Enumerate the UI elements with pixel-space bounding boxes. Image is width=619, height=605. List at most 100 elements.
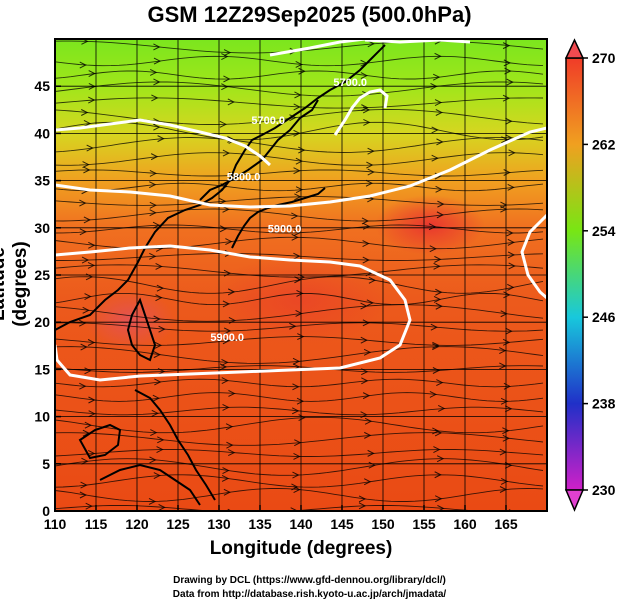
streamline-arrow [293,229,301,237]
streamline [55,292,544,306]
streamline-arrow [507,251,516,259]
streamline-arrow [151,409,159,417]
streamline-arrow [431,154,439,162]
colorbar-label: 270 [592,50,616,66]
streamline-arrow [368,276,377,284]
streamline-arrow [366,299,374,307]
y-tick-label: 15 [34,361,50,377]
streamline-arrow [436,211,445,219]
y-tick-label: 30 [34,220,50,236]
colorbar-label: 246 [592,309,616,325]
streamline [55,70,544,80]
streamline-arrow [158,325,166,333]
streamline-arrow [221,83,229,91]
streamline-arrow [88,396,96,404]
x-tick-label: 165 [494,516,518,532]
streamline-arrow [432,343,440,351]
streamline-arrow [153,78,161,86]
streamline-arrow [293,103,301,111]
streamline-arrow [360,336,368,344]
streamline-arrow [368,461,376,469]
streamline [55,196,544,206]
streamline-arrow [435,288,443,296]
streamline-arrow [221,475,230,482]
streamline-arrow [149,68,158,76]
chart-title: GSM 12Z29Sep2025 (500.0hPa) [147,2,472,27]
streamline-arrow [430,323,438,331]
x-tick-label: 130 [207,516,231,532]
streamline-arrow [83,166,91,174]
streamline-arrow [78,319,87,327]
x-tick-label: 110 [44,516,67,532]
streamline-arrow [289,114,297,122]
streamline-arrow [363,348,372,356]
streamline-arrow [294,193,302,201]
streamline-arrow [291,212,299,220]
streamline-arrow [361,104,369,112]
streamline-arrow [221,358,229,366]
streamline-arrow [362,222,371,230]
streamline-arrow [149,456,157,464]
streamline [55,152,544,166]
colorbar: 270 262 254 246 238 230 [564,38,616,512]
streamline-arrow [81,109,89,116]
streamline-arrow [365,179,374,187]
streamline-arrow [88,70,96,77]
streamline-arrow [219,225,228,233]
x-tick-label: 155 [412,516,436,532]
colorbar-label: 254 [592,223,616,239]
streamline-arrow [499,347,507,355]
contour-label: 5900.0 [268,224,302,236]
streamline-arrow [84,367,92,375]
streamline-arrow [222,149,231,157]
streamline-arrow [504,461,513,469]
streamline-arrow [79,491,88,499]
colorbar-label: 262 [592,136,616,152]
streamline [55,474,544,488]
streamline-arrow [158,503,166,511]
streamline-arrow [80,481,88,489]
streamline-arrow [79,199,87,207]
streamline-arrow [79,61,87,69]
streamline-arrow [435,302,443,310]
streamline-arrow [152,221,161,229]
streamline-arrow [293,167,301,175]
y-tick-label: 0 [42,503,50,519]
streamline-arrow [150,429,158,437]
streamline-arrow [364,431,372,439]
streamline-arrow [434,52,442,60]
streamline [55,55,544,67]
streamline-arrow [84,293,92,300]
streamline-arrow [434,99,443,106]
streamline-arrow [223,327,232,335]
streamline-arrow [295,186,304,194]
streamline-arrow [360,72,369,80]
streamline-arrow [88,96,96,104]
streamline-arrow [435,185,443,193]
streamline-arrow [88,241,96,249]
streamline-arrow [434,429,443,437]
streamline-arrow [83,216,92,224]
streamline-arrow [149,252,157,260]
streamline [55,392,544,402]
streamline [55,304,544,322]
x-tick-label: 145 [330,516,354,532]
streamline-arrow [436,379,444,387]
streamline-arrow [297,333,305,341]
streamline-arrow [291,233,299,241]
streamline-arrow [500,477,509,485]
colorbar-label: 230 [592,482,616,498]
streamline-arrow [81,256,90,264]
streamline-arrow [363,478,372,486]
streamline-arrow [295,61,303,68]
streamline-arrow [157,436,165,444]
colorbar-min-arrow [564,489,585,512]
contour-labels: 5700.0 5800.0 5900.0 5900.0 5700.0 [210,77,367,344]
streamline-arrow [367,449,375,457]
contour-label: 5800.0 [227,172,261,184]
streamline-arrow [221,377,229,385]
coastlines [55,44,386,506]
streamline-arrow [79,382,87,390]
streamline-arrow [293,486,301,494]
contour-label: 5900.0 [210,332,244,344]
